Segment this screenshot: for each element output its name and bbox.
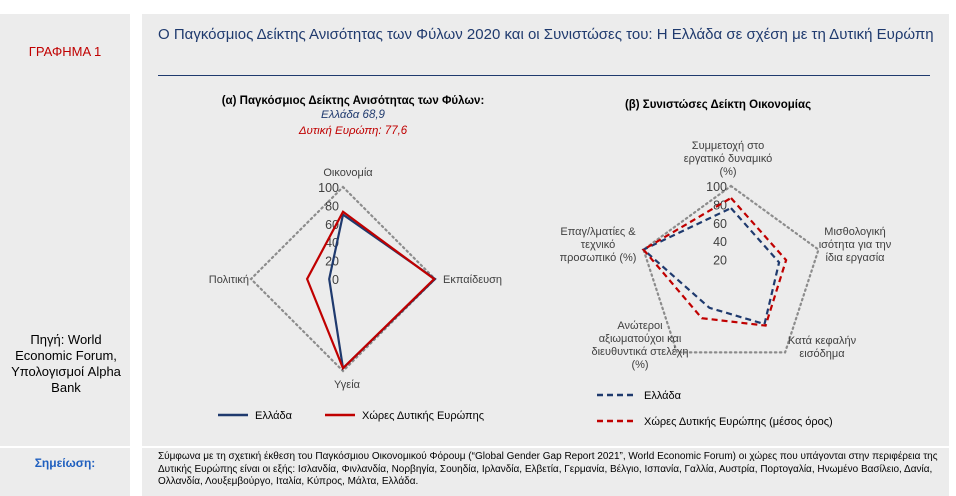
figure-label: ΓΡΑΦΗΜΑ 1 — [28, 44, 102, 59]
radar-a-axis-label: Πολιτική — [209, 274, 249, 286]
title-divider — [158, 75, 930, 76]
radar-chart-a: 020406080100ΟικονομίαΕκπαίδευσηΥγείαΠολι… — [209, 167, 502, 391]
note-text: Σύμφωνα με τη σχετική έκθεση του Παγκόσμ… — [158, 451, 938, 487]
radar-a-axis-label: Εκπαίδευση — [443, 274, 502, 286]
chart-panel — [142, 14, 949, 446]
radar-a-axis-label: Οικονομία — [323, 167, 373, 179]
radar-b-axis-label: Ανώτεροι αξιωματούχοι και διευθυντικά στελ… — [591, 320, 688, 371]
note-text-panel — [142, 448, 949, 496]
legend-a-greece-label: Ελλάδα — [255, 410, 293, 422]
radar-a-tick-label: 0 — [332, 273, 339, 287]
radar-a-tick-label: 80 — [325, 199, 339, 213]
radar-b-axis-label: Μισθολογική ισότητα για την ίδια εργασία — [819, 226, 892, 264]
radar-a-tick-label: 100 — [318, 181, 339, 195]
legend-b-greece-label: Ελλάδα — [644, 390, 682, 402]
sidebar-panel — [0, 14, 130, 446]
note-label: Σημείωση: — [34, 456, 96, 470]
source-text: Πηγή: World Economic Forum, Υπολογισμοί … — [11, 332, 121, 395]
radar-b-axis-label: Επαγ/λματίες & τεχνικό προσωπικό (%) — [560, 226, 637, 264]
radar-b-tick-label: 40 — [713, 235, 727, 249]
radar-b-tick-label: 60 — [713, 217, 727, 231]
radar-b-outer-grid — [642, 184, 820, 354]
chart-a-subtitle-greece: Ελλάδα 68,9 — [321, 109, 386, 121]
radar-b-axis-label: Κατά κεφαλήν εισόδημα — [788, 335, 857, 360]
legend-b-west-label: Χώρες Δυτικής Ευρώπης (μέσος όρος) — [644, 416, 833, 428]
radar-a-axis-label: Υγεία — [334, 379, 361, 391]
radar-a-outer-grid — [249, 185, 437, 373]
page-title: Ο Παγκόσμιος Δείκτης Ανισότητας των Φύλω… — [158, 26, 934, 43]
chart-b-title: (β) Συνιστώσες Δείκτη Οικονομίας — [625, 99, 811, 111]
radar-a-tick-label: 60 — [325, 218, 339, 232]
chart-a-title: (α) Παγκόσμιος Δείκτης Ανισότητας των Φύ… — [222, 95, 485, 107]
radar-a-series-greece — [328, 212, 437, 371]
chart-a-subtitle-west: Δυτική Ευρώπη: 77,6 — [298, 125, 408, 137]
legend-a-west-label: Χώρες Δυτικής Ευρώπης — [362, 410, 484, 422]
radar-b-tick-label: 100 — [706, 180, 727, 194]
note-label-panel — [0, 448, 130, 496]
radar-b-axis-label: Συμμετοχή στο εργατικό δυναμικό (%) — [684, 140, 773, 178]
radar-b-series-greece — [641, 206, 781, 326]
radar-b-tick-label: 20 — [713, 254, 727, 268]
radar-a-series-west — [305, 210, 436, 371]
radar-b-series-west — [641, 196, 788, 327]
